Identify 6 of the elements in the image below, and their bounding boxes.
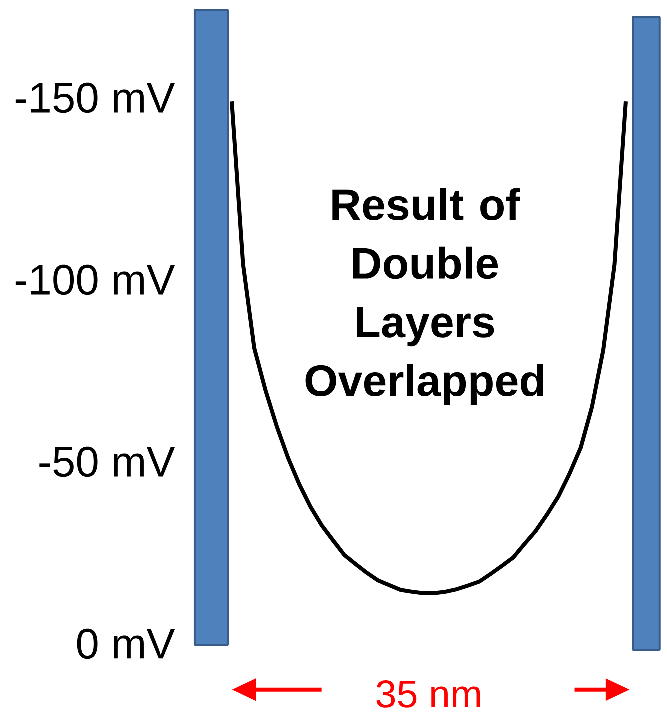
text: 35 nm: [376, 680, 480, 708]
y-tick-label: -100 mV: [16, 264, 176, 296]
annotation: Result of Double Layers Overlapped: [306, 188, 544, 406]
y-tick-label: -50 mV: [40, 446, 176, 478]
y-tick-label: -150 mV: [16, 82, 176, 114]
y-tick-label: 0 mV: [77, 628, 176, 660]
